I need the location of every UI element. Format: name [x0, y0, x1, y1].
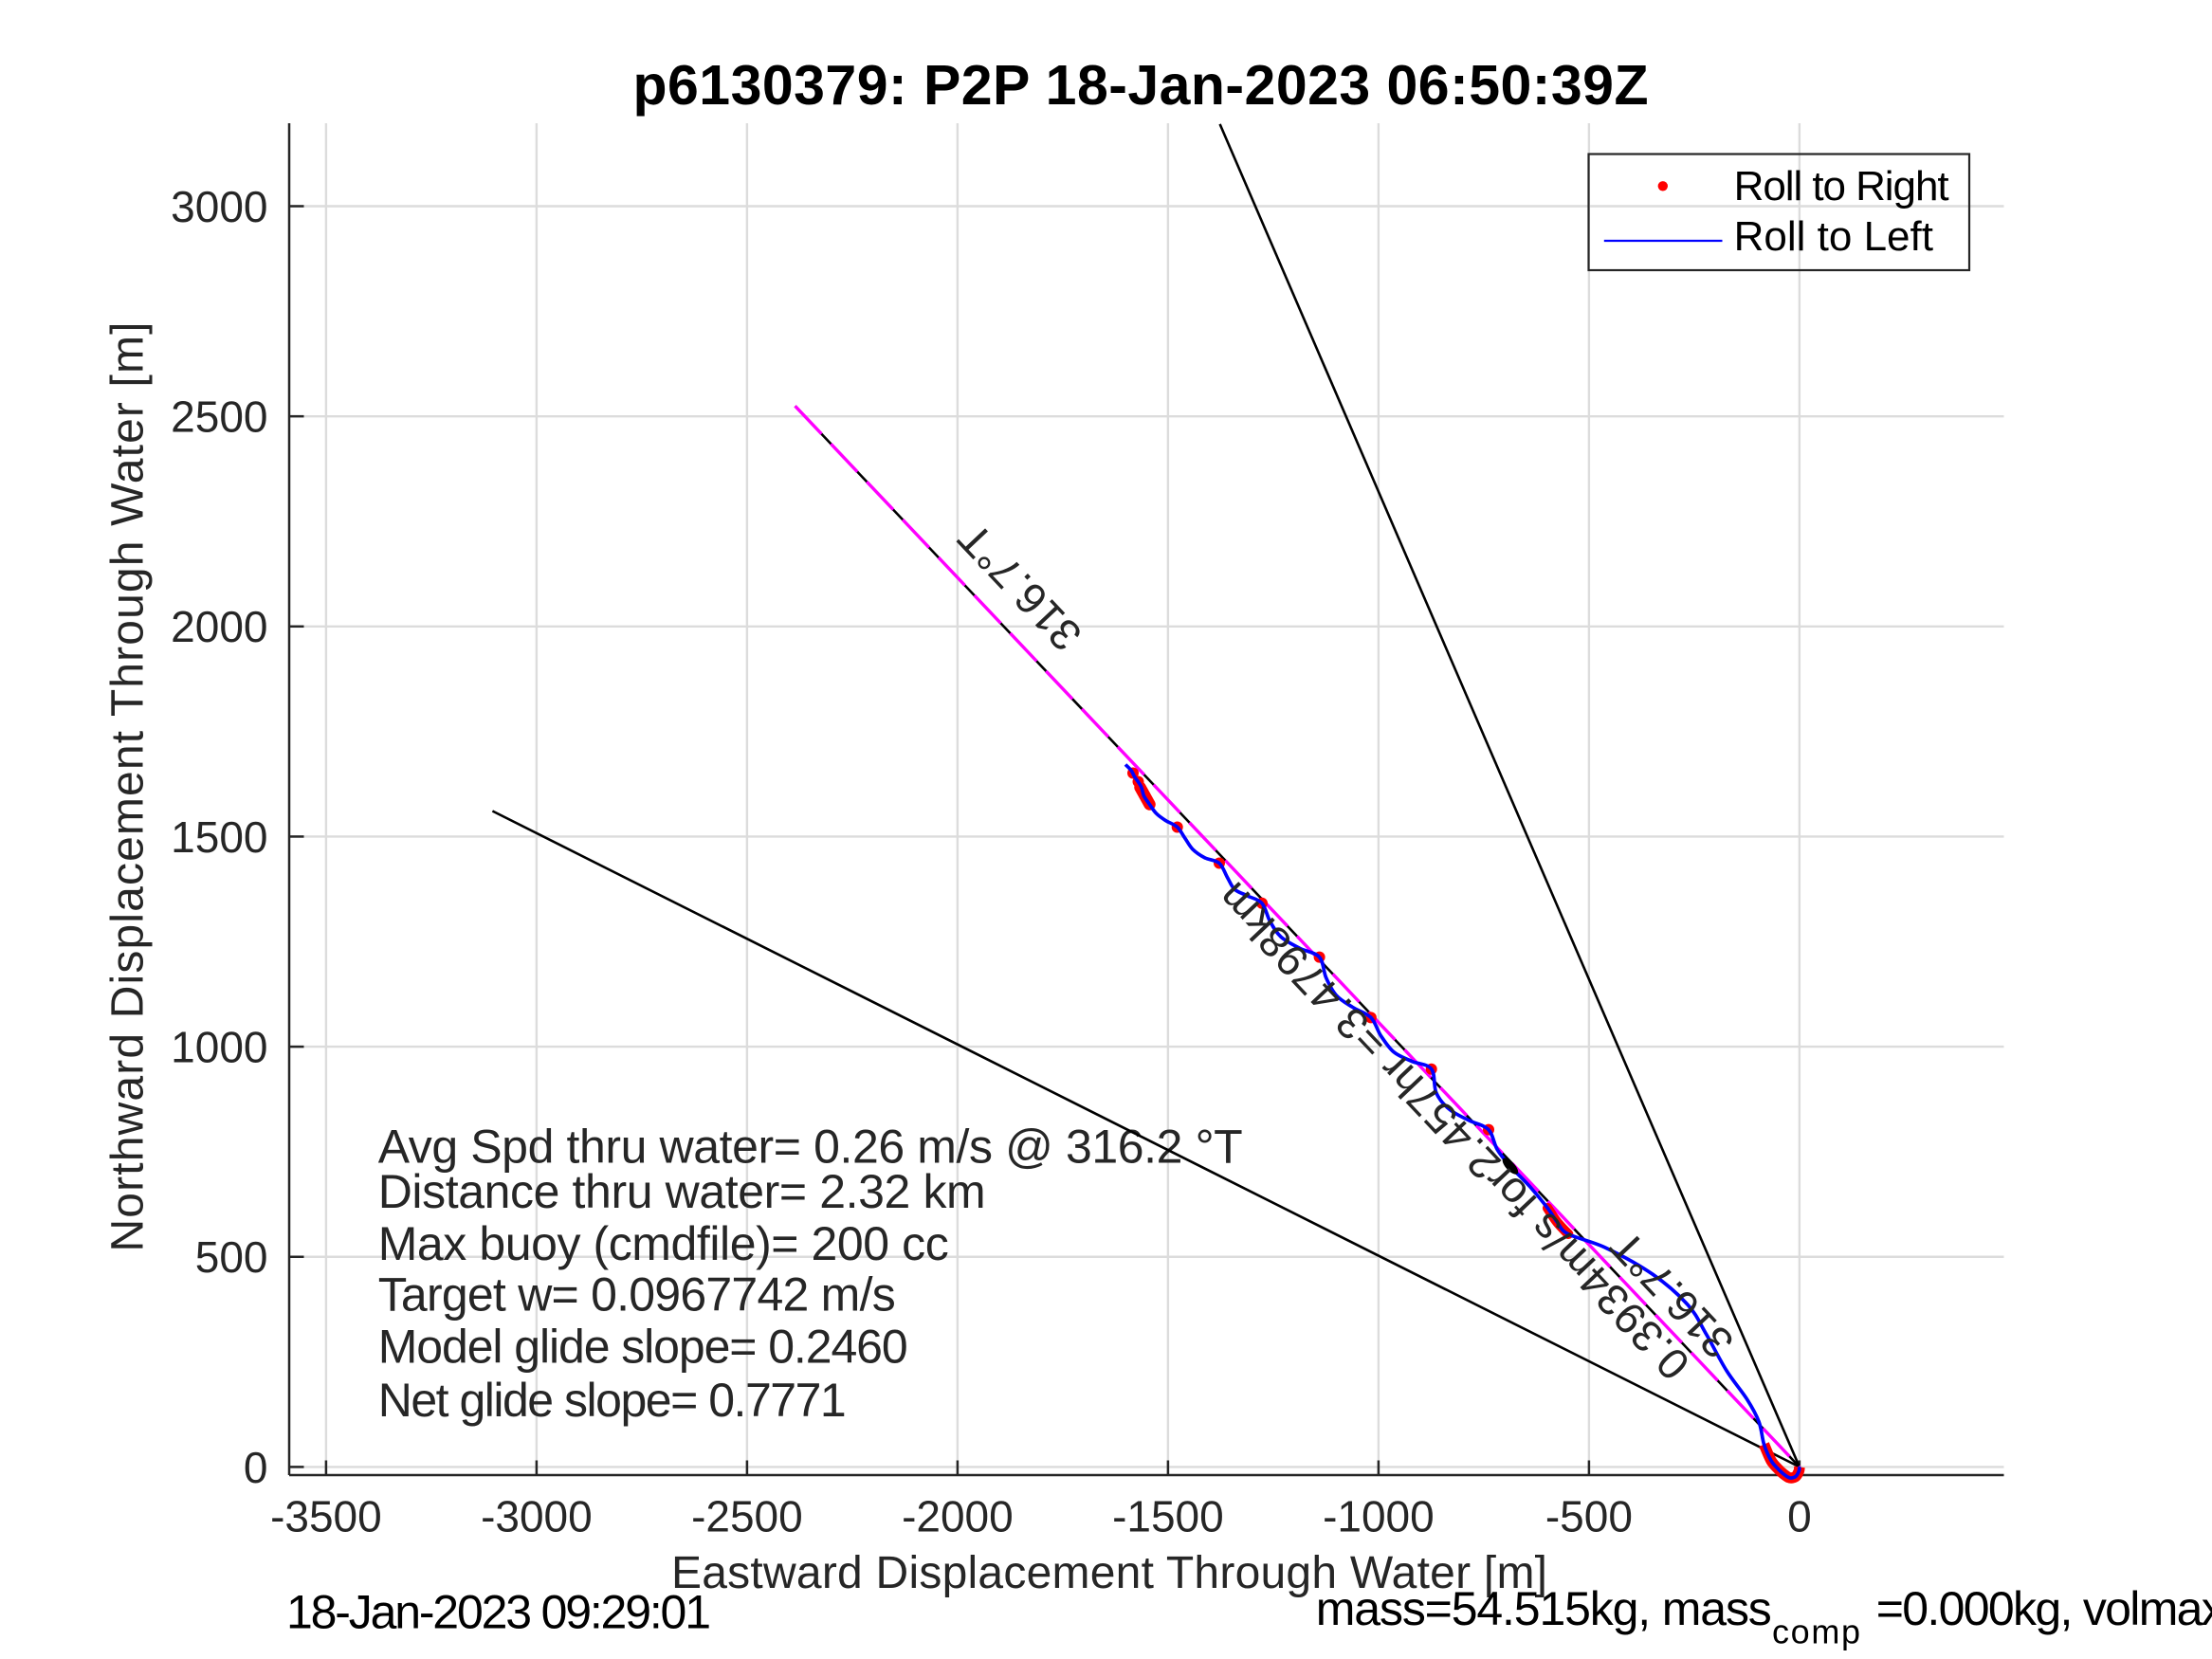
svg-text:comp: comp [1772, 1613, 1860, 1651]
svg-text:Model glide slope= 0.2460: Model glide slope= 0.2460 [378, 1321, 908, 1374]
svg-text:-1500: -1500 [1112, 1492, 1224, 1541]
svg-text:-3500: -3500 [270, 1492, 382, 1541]
svg-text:3000: 3000 [171, 182, 267, 231]
svg-text:Roll to Left: Roll to Left [1734, 213, 1933, 260]
svg-text:1500: 1500 [171, 812, 267, 862]
svg-text:Avg Spd thru water= 0.26 m/s: Avg Spd thru water= 0.26 m/s @ 316.2 °T [378, 1120, 1243, 1173]
svg-text:-2500: -2500 [691, 1492, 803, 1541]
svg-text:2000: 2000 [171, 602, 267, 651]
svg-text:-500: -500 [1545, 1492, 1633, 1541]
svg-text:mass=54.515kg, mass: mass=54.515kg, mass [1316, 1582, 1772, 1635]
svg-text:-1000: -1000 [1323, 1492, 1435, 1541]
svg-text:Northward Displacement Through: Northward Displacement Through Water [m] [103, 322, 154, 1252]
svg-text:-2000: -2000 [902, 1492, 1014, 1541]
svg-text:-3000: -3000 [481, 1492, 593, 1541]
svg-text:Distance thru water= 2.32 km: Distance thru water= 2.32 km [378, 1165, 986, 1218]
svg-text:1000: 1000 [171, 1023, 267, 1072]
svg-text:Net glide slope= 0.7771: Net glide slope= 0.7771 [378, 1374, 847, 1427]
svg-text:Roll to Right: Roll to Right [1734, 163, 1949, 210]
svg-text:Target w= 0.0967742 m/s: Target w= 0.0967742 m/s [378, 1268, 896, 1322]
svg-text:2500: 2500 [171, 392, 267, 442]
svg-text:Max buoy (cmdfile)= 200 cc: Max buoy (cmdfile)= 200 cc [378, 1217, 949, 1270]
svg-text:=0.000kg, volmax: =0.000kg, volmax [1876, 1582, 2212, 1635]
svg-text:Eastward Displacement Through: Eastward Displacement Through Water [m] [671, 1548, 1547, 1598]
svg-text:0: 0 [1787, 1492, 1812, 1541]
svg-text:p6130379: P2P 18-Jan-2023 06:5: p6130379: P2P 18-Jan-2023 06:50:39Z [633, 54, 1649, 117]
svg-text:500: 500 [195, 1232, 268, 1282]
svg-text:18-Jan-2023 09:29:01: 18-Jan-2023 09:29:01 [286, 1586, 711, 1639]
svg-text:0: 0 [244, 1443, 268, 1492]
